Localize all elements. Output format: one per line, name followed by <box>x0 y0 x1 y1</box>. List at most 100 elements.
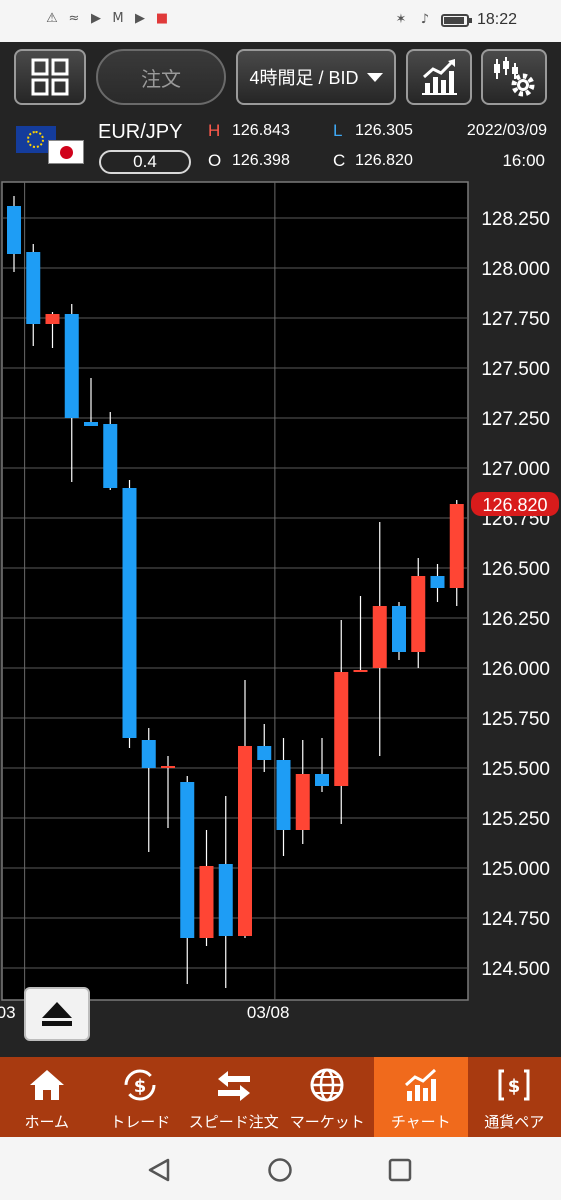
back-icon[interactable] <box>146 1157 172 1183</box>
nav-home[interactable]: ホーム <box>0 1057 94 1137</box>
nav-speed-order[interactable]: スピード注文 <box>187 1057 281 1137</box>
y-tick-label: 127.750 <box>481 309 550 330</box>
y-tick-label: 125.500 <box>481 759 550 780</box>
battery-icon <box>440 13 472 27</box>
quote-header: EUR/JPY 0.4 H 126.843 O 126.398 L 126.30… <box>0 112 561 180</box>
nav-speed-order-label: スピード注文 <box>188 1114 279 1131</box>
y-tick-label: 125.250 <box>481 809 550 830</box>
nav-trade-label: トレード <box>110 1114 171 1131</box>
y-tick-label: 126.250 <box>481 609 550 630</box>
toolbar: 注文 4時間足 / BID <box>0 42 561 112</box>
candle-body <box>218 864 233 936</box>
candlestick-chart[interactable]: 128.250 128.000 127.750 127.500 127.250 127.0… <box>0 180 561 1030</box>
candle-body <box>103 424 118 488</box>
candle-body <box>449 504 464 588</box>
current-price-tag <box>471 492 559 516</box>
trade-icon: $ <box>124 1069 156 1101</box>
candle-body <box>411 576 426 652</box>
gift-icon: ■ <box>155 11 169 26</box>
chart-icon <box>422 59 457 95</box>
y-tick-label: 128.250 <box>481 209 550 230</box>
candle-body <box>315 774 329 786</box>
open-value: 126.398 <box>232 152 290 169</box>
svg-text:$: $ <box>134 1076 147 1097</box>
period-label: 4時間足 / BID <box>249 68 359 88</box>
candle-body <box>276 760 291 830</box>
candle-body <box>392 606 406 652</box>
japan-flag-icon <box>48 140 84 164</box>
high-label: H <box>208 121 221 140</box>
nav-chart[interactable]: チャート <box>374 1057 468 1137</box>
home-icon[interactable] <box>267 1157 293 1183</box>
y-tick-label: 127.250 <box>481 409 550 430</box>
spread-badge: 0.4 <box>99 150 191 174</box>
y-tick-label: 125.000 <box>481 859 550 880</box>
nav-home-label: ホーム <box>24 1114 70 1131</box>
candle-body <box>45 314 60 324</box>
chart-canvas[interactable]: 128.250 128.000 127.750 127.500 127.250 127.0… <box>0 180 561 1030</box>
candle-body <box>334 672 349 786</box>
x-tick-label: 03/08 <box>247 1003 290 1022</box>
open-label: O <box>208 151 222 170</box>
low-label: L <box>333 121 343 140</box>
x-tick-label: 03 <box>0 1003 16 1022</box>
candle-body <box>199 866 214 938</box>
candle-body <box>26 252 41 324</box>
current-price-label: 126.820 <box>482 495 547 515</box>
chart-icon <box>404 1068 436 1101</box>
y-tick-label: 126.000 <box>481 659 550 680</box>
quote-time: 16:00 <box>502 151 545 170</box>
clock: 18:22 <box>476 11 517 28</box>
candle-body <box>7 206 21 254</box>
order-button-label: 注文 <box>141 68 181 91</box>
nav-currency-pair-label: 通貨ペア <box>484 1114 545 1131</box>
candle-body <box>257 746 272 760</box>
indicator-settings-button[interactable] <box>481 49 547 105</box>
close-label: C <box>333 151 346 170</box>
y-tick-label: 128.000 <box>481 259 550 280</box>
chart-type-button[interactable] <box>406 49 472 105</box>
svg-text:$: $ <box>508 1076 521 1097</box>
gmail-icon: M <box>112 11 124 26</box>
nav-chart-label: チャート <box>390 1114 451 1131</box>
nav-market[interactable]: マーケット <box>281 1057 375 1137</box>
chevron-down-icon <box>366 72 383 82</box>
nav-currency-pair[interactable]: $ 通貨ペア <box>468 1057 561 1137</box>
currency-pair: EUR/JPY <box>98 121 183 143</box>
currency-pair-icon: $ <box>498 1069 530 1101</box>
menu-grid-button[interactable] <box>14 49 86 105</box>
speed-order-icon <box>217 1071 250 1101</box>
candle-body <box>161 766 175 768</box>
candle-body <box>122 488 137 738</box>
wifi-icon: ≈ <box>68 11 80 26</box>
quote-date: 2022/03/09 <box>466 122 547 139</box>
y-tick-label: 124.500 <box>481 959 550 980</box>
candle-body <box>141 740 156 768</box>
bluetooth-icon: ✶ <box>395 12 407 27</box>
youtube-icon: ▶ <box>135 11 145 26</box>
y-tick-label: 124.750 <box>481 909 550 930</box>
home-icon <box>29 1070 64 1100</box>
candle-body <box>372 606 387 668</box>
eject-button[interactable] <box>24 987 90 1041</box>
notification-icons: ⚠ ≈ ▶ M ▶ ■ <box>44 11 170 27</box>
system-nav-bar <box>0 1137 561 1200</box>
y-tick-label: 125.750 <box>481 709 550 730</box>
nav-trade[interactable]: $ トレード <box>94 1057 188 1137</box>
high-value: 126.843 <box>232 122 290 139</box>
recents-icon[interactable] <box>388 1158 412 1182</box>
candle-body <box>180 782 195 938</box>
globe-icon <box>310 1068 344 1102</box>
order-button[interactable]: 注文 <box>96 49 226 105</box>
bottom-nav: ホーム $ トレード スピード注文 マーケット <box>0 1057 561 1137</box>
candle-body <box>430 576 445 588</box>
low-value: 126.305 <box>355 122 413 139</box>
candle-body <box>295 774 310 830</box>
y-tick-label: 126.500 <box>481 559 550 580</box>
period-dropdown[interactable]: 4時間足 / BID <box>236 49 396 105</box>
candle-body <box>84 422 98 426</box>
candle-body <box>64 314 79 418</box>
eject-icon <box>42 1002 72 1026</box>
mute-icon: ♪ <box>420 12 430 27</box>
youtube-icon: ▶ <box>91 11 101 26</box>
